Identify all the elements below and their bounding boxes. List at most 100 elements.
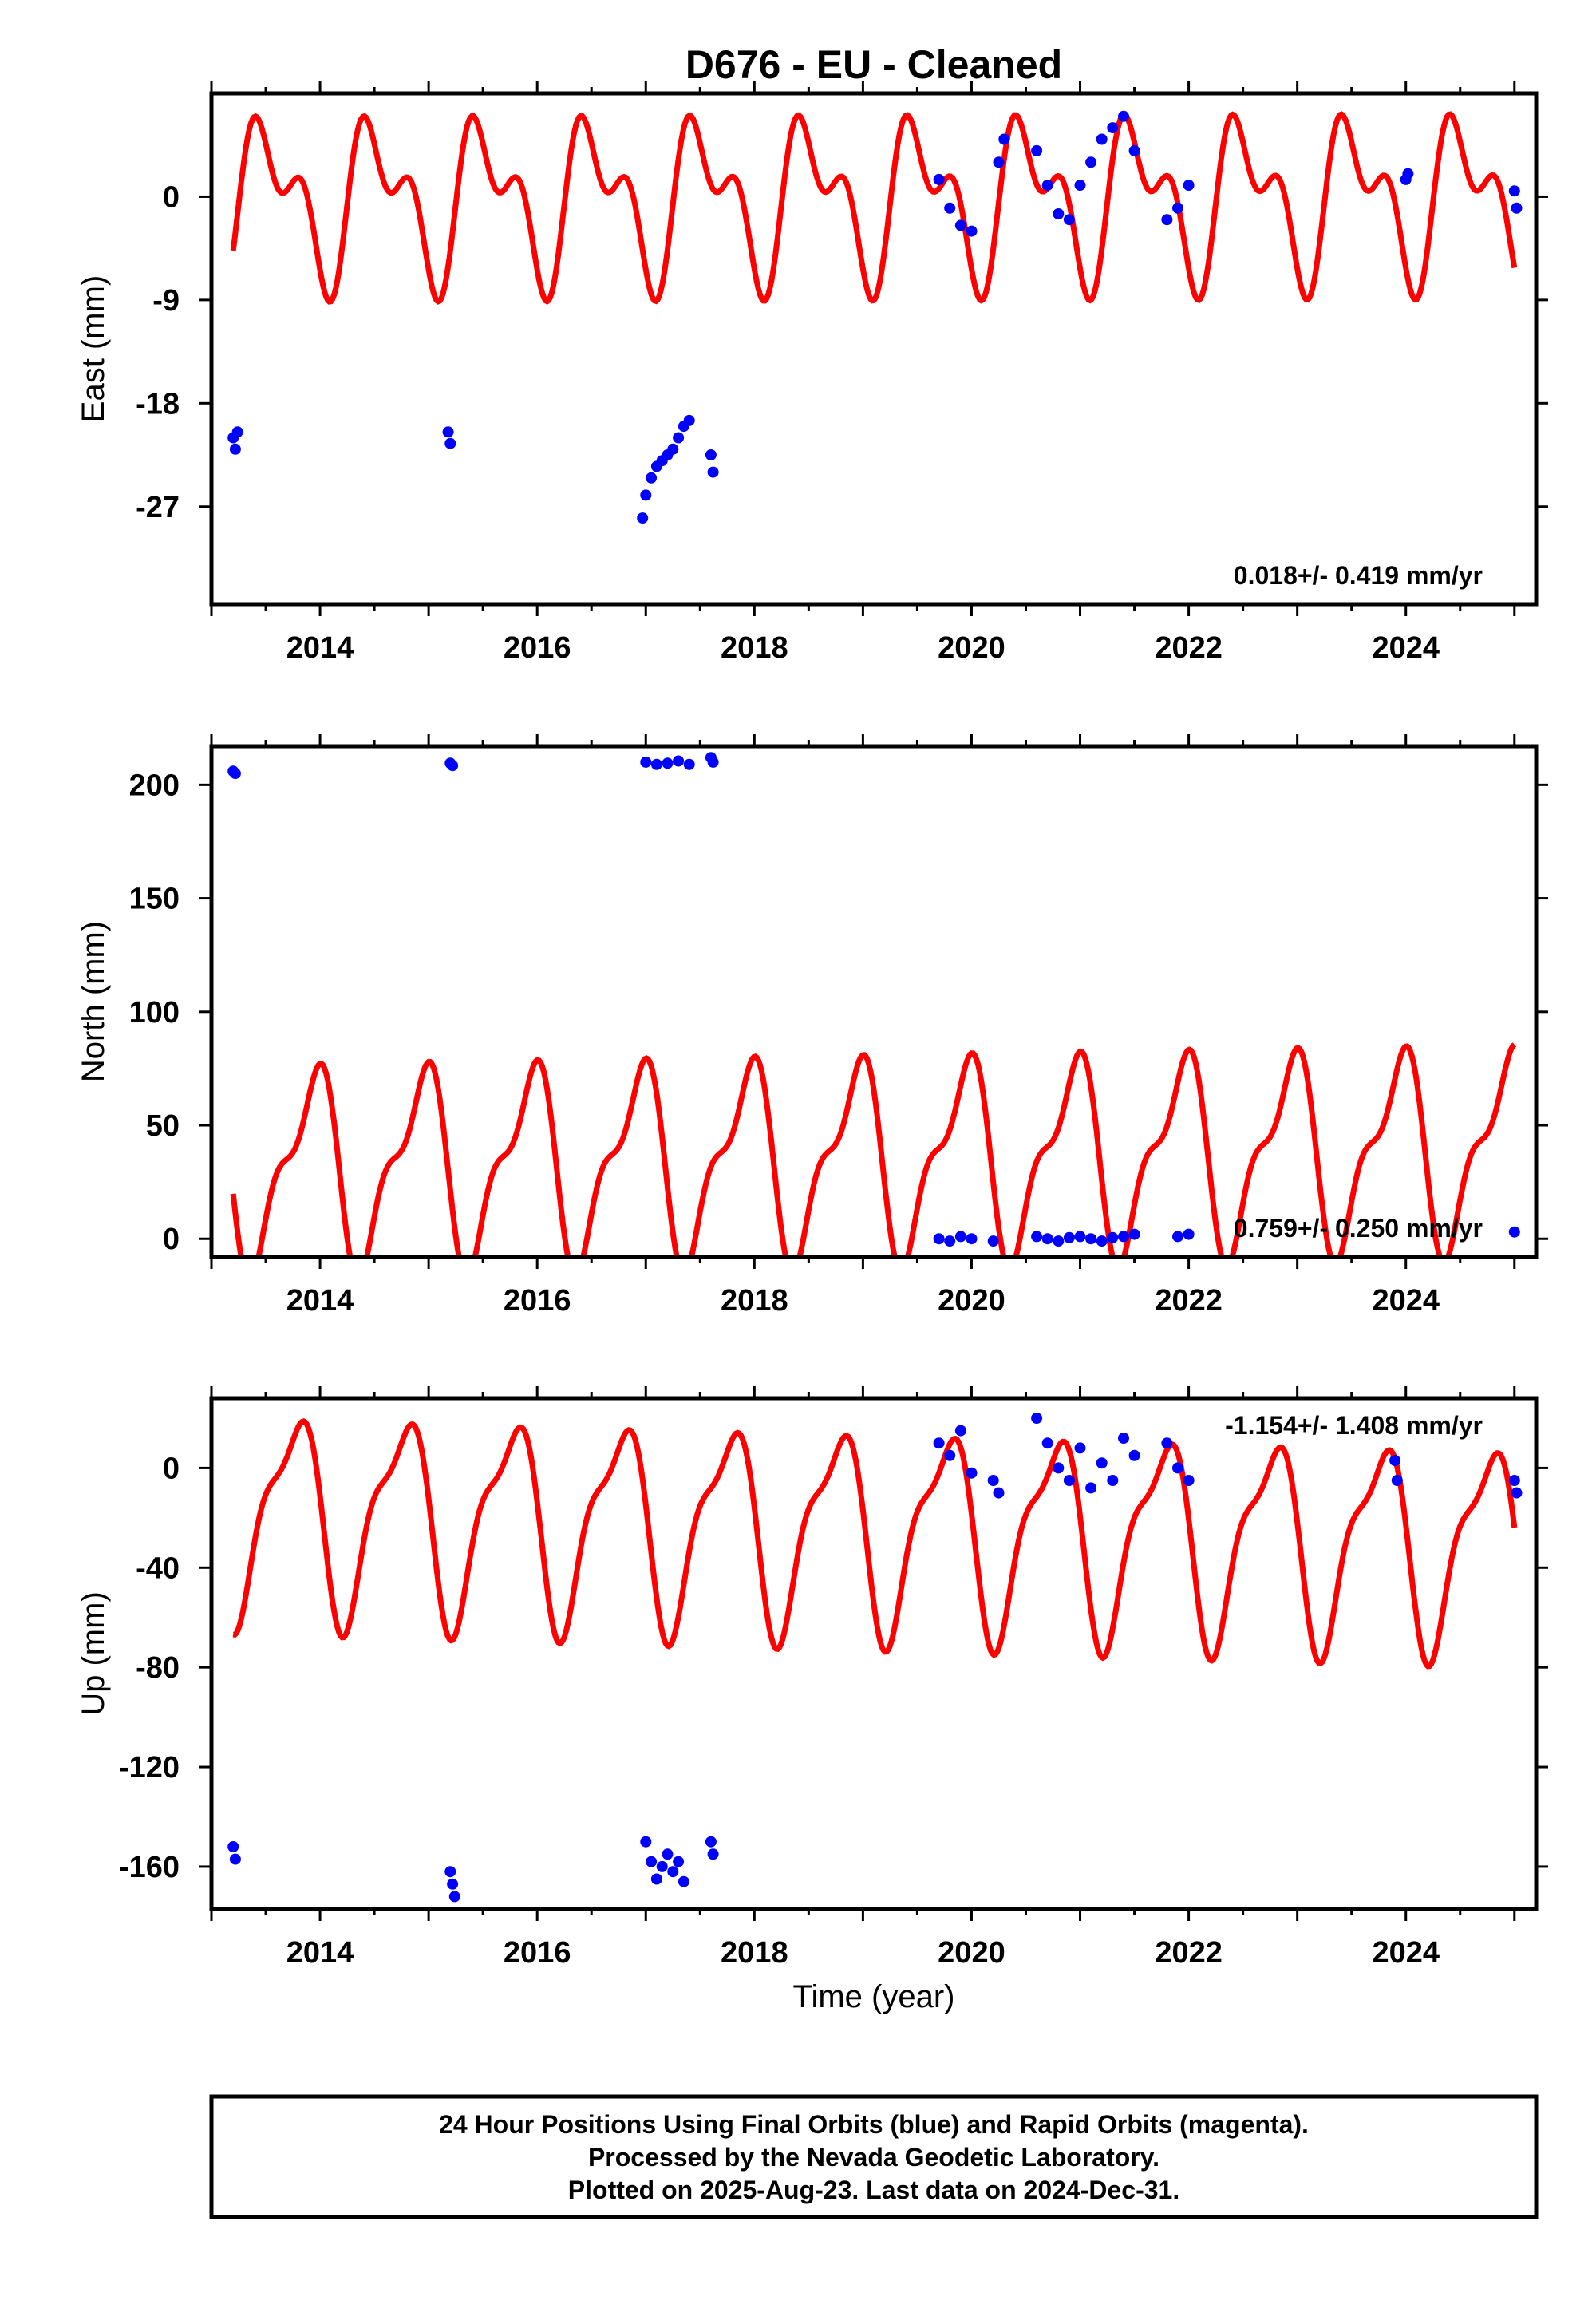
up-data-point bbox=[662, 1848, 674, 1860]
east-data-point bbox=[1508, 185, 1520, 197]
east-data-point bbox=[640, 489, 652, 501]
east-data-layer bbox=[227, 110, 1523, 524]
up-data-point bbox=[954, 1425, 966, 1437]
east-data-point bbox=[954, 219, 966, 231]
up-data-point bbox=[667, 1866, 679, 1878]
east-x-tick-label: 2020 bbox=[938, 631, 1005, 665]
up-data-point bbox=[987, 1475, 999, 1486]
east-data-point bbox=[229, 443, 241, 455]
up-data-point bbox=[933, 1437, 945, 1449]
north-x-tick-label: 2024 bbox=[1372, 1284, 1440, 1318]
east-y-tick-label: -27 bbox=[136, 491, 180, 524]
up-data-point bbox=[656, 1860, 668, 1872]
up-data-point bbox=[448, 1891, 460, 1903]
up-data-point bbox=[1508, 1475, 1520, 1486]
east-x-tick-label: 2024 bbox=[1372, 631, 1440, 665]
north-x-tick-label: 2022 bbox=[1155, 1284, 1223, 1318]
east-data-point bbox=[1107, 122, 1119, 134]
up-data-point bbox=[1128, 1449, 1140, 1461]
north-data-point bbox=[1508, 1226, 1520, 1238]
chart-title: D676 - EU - Cleaned bbox=[685, 42, 1062, 87]
east-model-curve bbox=[230, 111, 1518, 305]
north-data-point bbox=[954, 1231, 966, 1243]
east-panel: 2014 2016 2018 2020 2022 2024 0 -9 -18 -27 East (m… bbox=[76, 81, 1548, 665]
north-data-point bbox=[933, 1233, 945, 1245]
up-data-point bbox=[1161, 1437, 1173, 1449]
up-data-point bbox=[227, 1841, 239, 1852]
up-y-tick-label: -80 bbox=[136, 1651, 180, 1685]
footer-line-1: 24 Hour Positions Using Final Orbits (bl… bbox=[439, 2110, 1309, 2139]
north-x-tick-label: 2016 bbox=[504, 1284, 571, 1318]
north-data-point bbox=[1074, 1231, 1086, 1243]
east-data-point bbox=[1041, 180, 1053, 192]
east-y-axis-label: East (mm) bbox=[76, 275, 111, 422]
north-data-point bbox=[1107, 1231, 1119, 1243]
north-data-point bbox=[662, 757, 674, 769]
footer-box: 24 Hour Positions Using Final Orbits (bl… bbox=[209, 2094, 1539, 2219]
up-y-axis-label: Up (mm) bbox=[76, 1591, 111, 1716]
east-data-point bbox=[667, 443, 679, 455]
up-x-tick-label: 2022 bbox=[1155, 1936, 1223, 1970]
east-rate-annotation: 0.018+/- 0.419 mm/yr bbox=[1234, 561, 1483, 590]
up-data-point bbox=[1107, 1475, 1119, 1486]
north-data-point bbox=[229, 768, 241, 780]
east-data-point bbox=[673, 432, 685, 444]
north-x-tick-label: 2014 bbox=[286, 1284, 354, 1318]
east-data-point bbox=[231, 426, 243, 438]
east-y-tick-label: 0 bbox=[163, 180, 180, 214]
up-data-point bbox=[1053, 1462, 1065, 1474]
up-x-tick-label: 2018 bbox=[721, 1936, 788, 1970]
east-data-point bbox=[637, 512, 649, 524]
up-data-point bbox=[1511, 1487, 1523, 1499]
up-data-point bbox=[1172, 1462, 1183, 1474]
up-data-point bbox=[229, 1853, 241, 1865]
up-data-point bbox=[1063, 1475, 1075, 1486]
north-data-point bbox=[447, 760, 459, 772]
up-data-layer bbox=[227, 1413, 1523, 1903]
up-data-point bbox=[1096, 1457, 1108, 1469]
east-data-point bbox=[707, 466, 719, 478]
up-data-point bbox=[707, 1848, 719, 1860]
east-data-point bbox=[1511, 202, 1523, 214]
north-x-tick-label: 2018 bbox=[721, 1284, 788, 1318]
up-data-point bbox=[650, 1873, 662, 1885]
north-data-point bbox=[987, 1235, 999, 1247]
up-data-point bbox=[444, 1866, 456, 1878]
east-data-point bbox=[1161, 214, 1173, 226]
east-data-point bbox=[1183, 180, 1195, 192]
east-data-point bbox=[1172, 202, 1183, 214]
up-panel: 2014 2016 2018 2020 2022 2024 0 -40 -80 -120 -160 U… bbox=[76, 1386, 1548, 1970]
east-x-tick-label: 2016 bbox=[504, 631, 571, 665]
up-data-point bbox=[1183, 1475, 1195, 1486]
north-data-point bbox=[1183, 1228, 1195, 1240]
up-data-point bbox=[678, 1875, 689, 1887]
east-plot-frame bbox=[209, 91, 1539, 607]
north-data-layer bbox=[227, 752, 1520, 1257]
north-data-point bbox=[1172, 1231, 1183, 1243]
east-data-point bbox=[705, 449, 717, 460]
up-x-tick-label: 2014 bbox=[286, 1936, 354, 1970]
north-data-point bbox=[1085, 1233, 1097, 1245]
north-y-tick-label: 100 bbox=[129, 996, 180, 1030]
north-y-tick-label: 200 bbox=[129, 769, 180, 802]
east-data-point bbox=[1063, 214, 1075, 226]
up-data-point bbox=[1074, 1442, 1086, 1454]
north-data-point bbox=[1031, 1231, 1043, 1243]
up-data-point bbox=[966, 1467, 978, 1479]
north-data-point bbox=[673, 755, 685, 767]
north-plot-frame bbox=[209, 744, 1539, 1259]
east-data-point bbox=[442, 426, 454, 438]
east-data-point bbox=[966, 225, 978, 237]
north-data-point bbox=[640, 756, 652, 768]
east-data-point bbox=[1074, 180, 1086, 192]
east-x-tick-label: 2014 bbox=[286, 631, 354, 665]
east-y-tick-label: -9 bbox=[152, 284, 180, 318]
up-y-tick-label: -40 bbox=[136, 1551, 180, 1585]
north-panel: 2014 2016 2018 2020 2022 2024 200 150 100 50 0 Nort… bbox=[76, 734, 1548, 1318]
east-data-point bbox=[1085, 156, 1097, 168]
up-data-point bbox=[705, 1836, 717, 1848]
north-y-tick-label: 150 bbox=[129, 883, 180, 916]
north-data-point bbox=[1118, 1231, 1129, 1243]
north-data-point bbox=[1063, 1231, 1075, 1243]
north-data-point bbox=[1041, 1233, 1053, 1245]
